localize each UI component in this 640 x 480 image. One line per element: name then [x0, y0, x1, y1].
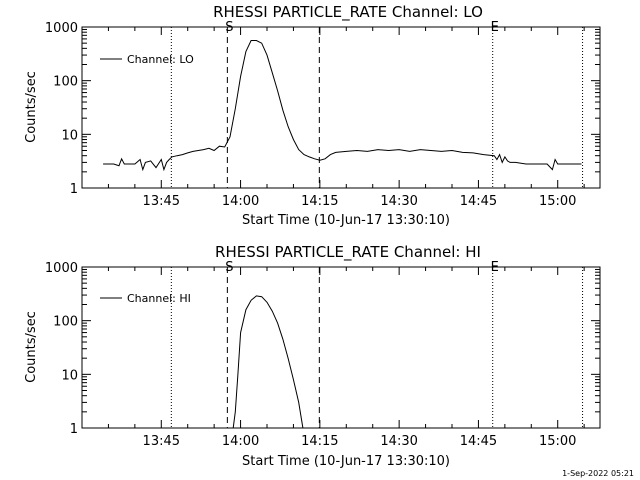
panel-hi: RHESSI PARTICLE_RATE Channel: HI 13:45 14… — [24, 243, 601, 469]
panel-1-x-tick-label-3: 14:30 — [380, 434, 417, 449]
panel-lo-ticks: 13:45 14:00 14:15 14:30 14:45 15:00 1 10 100 1000 — [45, 21, 600, 209]
panel-1-marker-label-3: E — [491, 260, 499, 275]
panel-1-y-tick-label-3: 1000 — [45, 261, 78, 276]
panel-hi-title: RHESSI PARTICLE_RATE Channel: HI — [215, 243, 481, 262]
panel-0-x-tick-label-2: 14:15 — [301, 194, 338, 209]
panel-0-y-tick-label-2: 100 — [53, 75, 78, 90]
panel-1-x-tick-label-0: 13:45 — [143, 434, 180, 449]
panel-0-x-tick-label-1: 14:00 — [222, 194, 259, 209]
panel-0-x-tick-label-5: 15:00 — [539, 194, 576, 209]
panel-hi-ylabel: Counts/sec — [24, 311, 39, 383]
panel-hi-legend-label: Channel: HI — [127, 292, 191, 305]
panel-hi-plot-frame — [81, 266, 601, 429]
panel-lo-ylabel: Counts/sec — [24, 71, 39, 143]
panel-0-marker-label-3: E — [491, 20, 499, 35]
panel-1-y-tick-label-2: 100 — [53, 315, 78, 330]
panel-hi-ticks: 13:45 14:00 14:15 14:30 14:45 15:00 1 10 100 1000 — [45, 261, 600, 449]
panel-hi-series-line — [232, 295, 304, 429]
panel-1-y-tick-label-0: 1 — [70, 422, 78, 437]
panel-0-x-tick-label-4: 14:45 — [460, 194, 497, 209]
panel-0-x-tick-label-3: 14:30 — [380, 194, 417, 209]
panel-lo-legend: Channel: LO — [100, 53, 194, 66]
panel-1-x-tick-label-4: 14:45 — [460, 434, 497, 449]
panel-lo-legend-label: Channel: LO — [127, 53, 194, 66]
panel-1-y-tick-label-1: 10 — [61, 368, 78, 383]
panel-0-x-tick-label-0: 13:45 — [143, 194, 180, 209]
panel-0-y-tick-label-0: 1 — [70, 182, 78, 197]
panel-lo-xlabel: Start Time (10-Jun-17 13:30:10) — [242, 213, 450, 228]
panel-lo-series-line — [103, 40, 582, 172]
panel-0-y-tick-label-3: 1000 — [45, 21, 78, 36]
panel-1-x-tick-label-1: 14:00 — [222, 434, 259, 449]
panel-lo-plot-frame — [81, 26, 601, 189]
panel-1-x-tick-label-2: 14:15 — [301, 434, 338, 449]
panel-hi-legend: Channel: HI — [100, 292, 191, 305]
panel-1-marker-label-0: S — [225, 260, 233, 275]
panel-lo: RHESSI PARTICLE_RATE Channel: LO 13:45 14… — [24, 3, 601, 228]
panel-0-marker-label-0: S — [225, 20, 233, 35]
panel-1-x-tick-label-5: 15:00 — [539, 434, 576, 449]
panel-0-y-tick-label-1: 10 — [61, 128, 78, 143]
panel-lo-title: RHESSI PARTICLE_RATE Channel: LO — [213, 3, 483, 22]
footer-timestamp: 1-Sep-2022 05:21 — [562, 469, 634, 478]
panel-hi-xlabel: Start Time (10-Jun-17 13:30:10) — [242, 454, 450, 469]
